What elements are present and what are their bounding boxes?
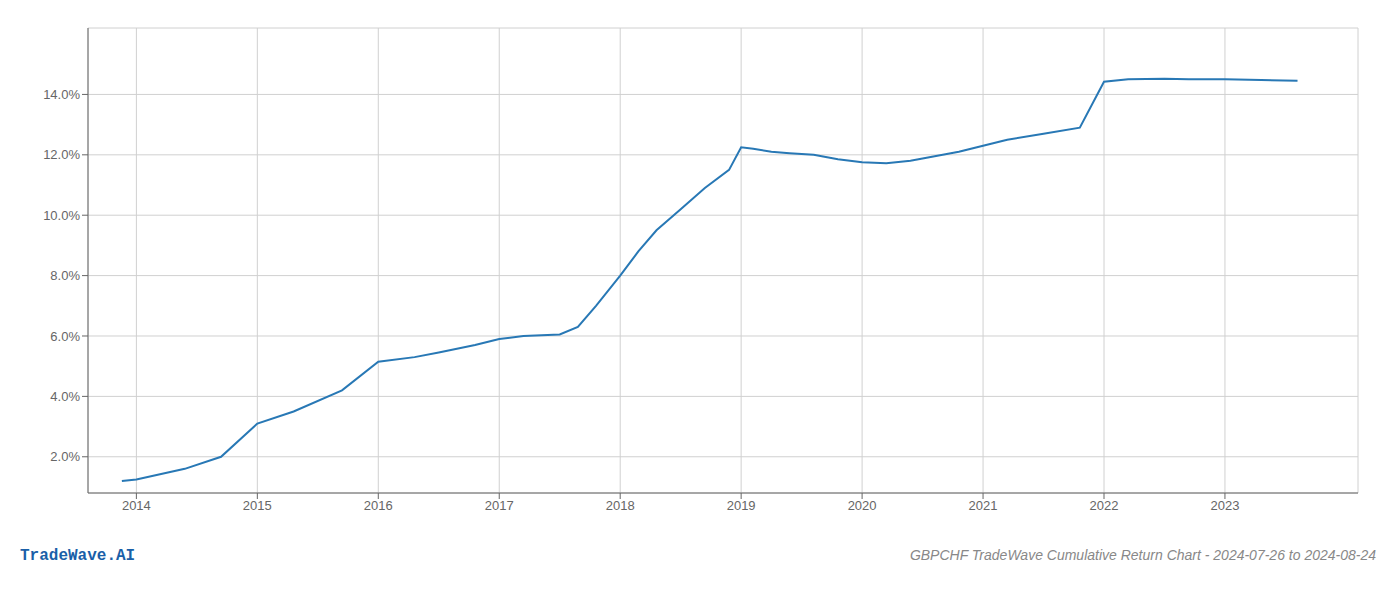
svg-text:2016: 2016 <box>364 498 393 513</box>
svg-text:8.0%: 8.0% <box>50 268 80 283</box>
svg-text:2022: 2022 <box>1090 498 1119 513</box>
svg-text:10.0%: 10.0% <box>43 208 80 223</box>
svg-text:2021: 2021 <box>969 498 998 513</box>
svg-text:2020: 2020 <box>848 498 877 513</box>
html-text:TradeWave.AI: TradeWave.AI <box>20 547 136 565</box>
svg-text:6.0%: 6.0% <box>50 329 80 344</box>
svg-text:4.0%: 4.0% <box>50 389 80 404</box>
svg-text:2017: 2017 <box>485 498 514 513</box>
svg-text:2018: 2018 <box>606 498 635 513</box>
svg-text:2023: 2023 <box>1210 498 1239 513</box>
svg-text:2.0%: 2.0% <box>50 449 80 464</box>
html-text:GBPCHF TradeWave Cumulative Re: GBPCHF TradeWave Cumulative Return Chart… <box>909 547 1376 563</box>
svg-text:12.0%: 12.0% <box>43 147 80 162</box>
svg-text:14.0%: 14.0% <box>43 87 80 102</box>
svg-text:2014: 2014 <box>122 498 151 513</box>
svg-text:2015: 2015 <box>243 498 272 513</box>
svg-text:2019: 2019 <box>727 498 756 513</box>
